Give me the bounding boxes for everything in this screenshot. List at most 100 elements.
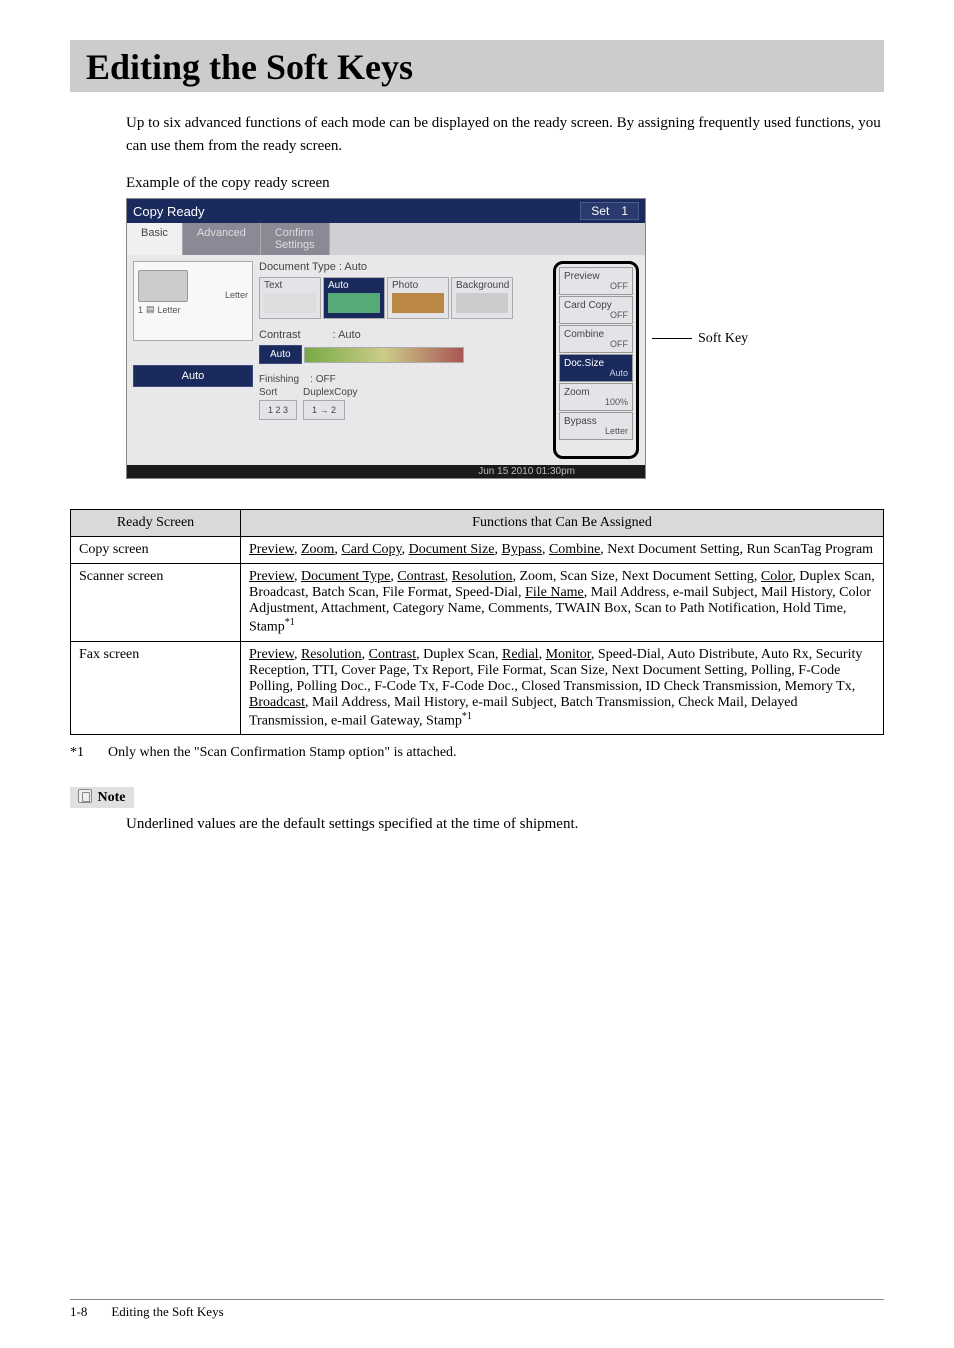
softkey-val: 100%: [564, 398, 628, 408]
tab-advanced[interactable]: Advanced: [183, 223, 261, 255]
th-ready-screen: Ready Screen: [71, 510, 241, 537]
tab-confirm[interactable]: Confirm Settings: [261, 223, 330, 255]
underlined-function: Card Copy: [341, 542, 401, 557]
dt-text-label: Text: [264, 280, 282, 291]
underlined-function: Resolution: [452, 569, 513, 584]
note-label: Note: [70, 787, 134, 808]
table-cell-ready: Fax screen: [71, 641, 241, 735]
underlined-function: Color: [761, 569, 792, 584]
underlined-function: Combine: [549, 542, 600, 557]
dt-auto[interactable]: Auto: [323, 277, 385, 319]
underlined-function: Broadcast: [249, 695, 305, 710]
table-cell-functions: Preview, Document Type, Contrast, Resolu…: [241, 564, 884, 642]
tray-icon: ▤: [146, 304, 155, 315]
dt-photo[interactable]: Photo: [387, 277, 449, 319]
underlined-function: Monitor: [546, 647, 591, 662]
softkey-val: OFF: [564, 311, 628, 321]
softkey-doc-size[interactable]: Doc.SizeAuto: [559, 354, 633, 382]
softkey-combine[interactable]: CombineOFF: [559, 325, 633, 353]
screenshot-wrap: Copy Ready Set 1 Basic Advanced Confirm …: [126, 198, 884, 479]
th-functions: Functions that Can Be Assigned: [241, 510, 884, 537]
softkey-bypass[interactable]: BypassLetter: [559, 412, 633, 440]
softkey-panel: PreviewOFFCard CopyOFFCombineOFFDoc.Size…: [553, 261, 639, 459]
footnote-sup: *1: [285, 617, 295, 628]
paper-auto-button[interactable]: Auto: [133, 365, 253, 387]
table-cell-functions: Preview, Zoom, Card Copy, Document Size,…: [241, 537, 884, 564]
underlined-function: Document Size: [409, 542, 495, 557]
doc-type-label: Document Type : Auto: [259, 261, 547, 273]
softkey-name: Doc.Size: [564, 358, 628, 369]
contrast-slider[interactable]: [304, 347, 464, 363]
sort-cell[interactable]: 1 2 3: [259, 400, 297, 420]
softkey-card-copy[interactable]: Card CopyOFF: [559, 296, 633, 324]
dt-photo-label: Photo: [392, 280, 418, 291]
screenshot: Copy Ready Set 1 Basic Advanced Confirm …: [126, 198, 646, 479]
footer-title: Editing the Soft Keys: [111, 1304, 223, 1320]
scr-left: Letter 1 ▤ Letter Auto: [133, 261, 253, 459]
example-caption: Example of the copy ready screen: [126, 175, 884, 192]
underlined-function: Contrast: [369, 647, 416, 662]
scr-titlebar: Copy Ready Set 1: [127, 199, 645, 223]
footer-page: 1-8: [70, 1304, 87, 1320]
softkey-name: Zoom: [564, 387, 628, 398]
scr-body: Letter 1 ▤ Letter Auto Document Type : A…: [127, 255, 645, 465]
intro-paragraph: Up to six advanced functions of each mod…: [126, 112, 884, 157]
note-text: Underlined values are the default settin…: [126, 816, 884, 833]
scr-set-label: Set: [591, 204, 609, 218]
note-icon: [78, 789, 92, 803]
softkey-name: Card Copy: [564, 300, 628, 311]
paper-icon: [138, 270, 188, 302]
footnote-sup: *1: [462, 711, 472, 722]
page-heading: Editing the Soft Keys: [86, 46, 868, 88]
softkey-callout: Soft Key: [652, 331, 748, 347]
tab-basic[interactable]: Basic: [127, 223, 183, 255]
scr-statusbar: Jun 15 2010 01:30pm: [127, 465, 645, 478]
sort-label: Sort: [259, 387, 297, 398]
softkey-zoom[interactable]: Zoom100%: [559, 383, 633, 411]
table-cell-ready: Scanner screen: [71, 564, 241, 642]
underlined-function: Preview: [249, 647, 294, 662]
underlined-function: Preview: [249, 542, 294, 557]
functions-table: Ready Screen Functions that Can Be Assig…: [70, 509, 884, 735]
softkey-val: OFF: [564, 340, 628, 350]
note-label-text: Note: [98, 790, 126, 805]
table-row: Scanner screenPreview, Document Type, Co…: [71, 564, 884, 642]
scr-center: Document Type : Auto Text Auto Photo Bac…: [259, 261, 547, 459]
underlined-function: Bypass: [502, 542, 542, 557]
underlined-function: Document Type: [301, 569, 390, 584]
note-block: Note Underlined values are the default s…: [70, 761, 884, 833]
scr-title: Copy Ready: [133, 204, 205, 219]
callout-label: Soft Key: [698, 331, 748, 347]
dt-auto-label: Auto: [328, 280, 349, 291]
table-cell-functions: Preview, Resolution, Contrast, Duplex Sc…: [241, 641, 884, 735]
table-row: Copy screenPreview, Zoom, Card Copy, Doc…: [71, 537, 884, 564]
duplex-cell[interactable]: 1 → 2: [303, 400, 345, 420]
paper-letter-top: Letter: [225, 290, 248, 300]
softkey-val: OFF: [564, 282, 628, 292]
dt-bg-label: Background: [456, 280, 509, 291]
underlined-function: File Name: [525, 585, 584, 600]
tray-label: Letter: [158, 305, 181, 315]
scr-tabs: Basic Advanced Confirm Settings: [127, 223, 645, 255]
tray-num: 1: [138, 305, 143, 315]
footer: 1-8 Editing the Soft Keys: [70, 1299, 884, 1320]
softkey-name: Combine: [564, 329, 628, 340]
contrast-auto-button[interactable]: Auto: [259, 345, 302, 364]
softkey-val: Auto: [564, 369, 628, 379]
underlined-function: Resolution: [301, 647, 362, 662]
footnote: *1 Only when the "Scan Confirmation Stam…: [70, 745, 884, 761]
contrast-value: : Auto: [333, 329, 361, 341]
table-row: Fax screenPreview, Resolution, Contrast,…: [71, 641, 884, 735]
underlined-function: Zoom: [301, 542, 334, 557]
dt-text[interactable]: Text: [259, 277, 321, 319]
paper-card[interactable]: Letter 1 ▤ Letter: [133, 261, 253, 341]
softkey-preview[interactable]: PreviewOFF: [559, 267, 633, 295]
callout-line: [652, 338, 692, 339]
duplex-label: DuplexCopy: [303, 387, 357, 398]
finishing-label: Finishing : OFF: [259, 374, 336, 385]
dt-background[interactable]: Background: [451, 277, 513, 319]
scr-set-button[interactable]: Set 1: [580, 202, 639, 220]
footnote-marker: *1: [70, 745, 84, 761]
table-cell-ready: Copy screen: [71, 537, 241, 564]
heading-banner: Editing the Soft Keys: [70, 40, 884, 92]
